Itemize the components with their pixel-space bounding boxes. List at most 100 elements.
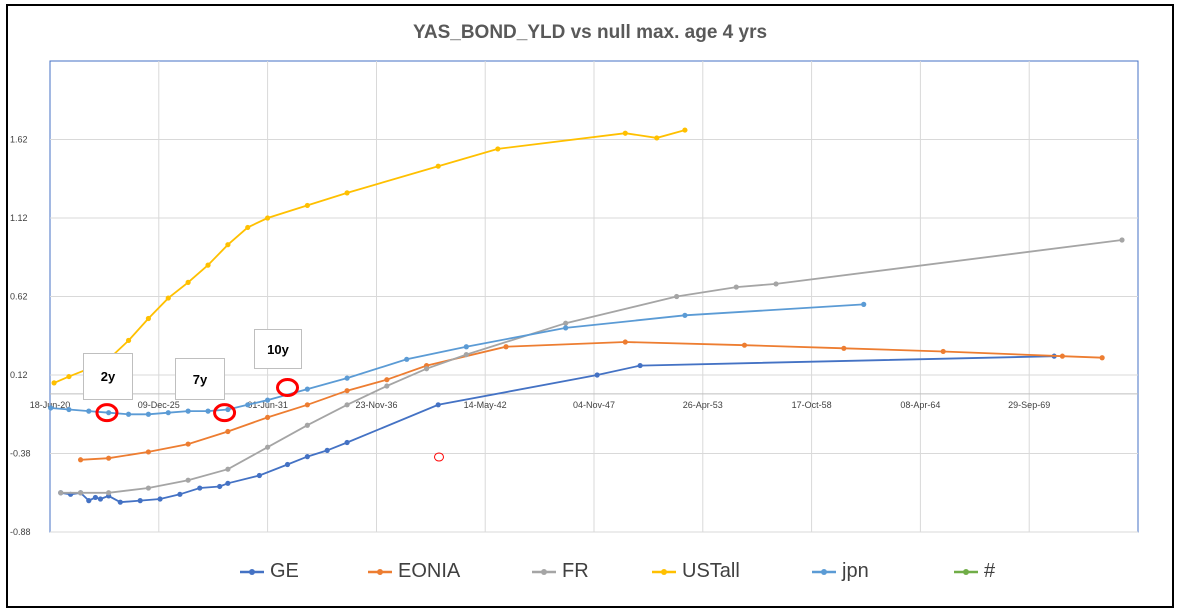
data-point <box>503 344 509 350</box>
data-point <box>563 320 569 326</box>
data-point <box>741 342 748 348</box>
data-point <box>637 362 643 369</box>
x-tick-label: 09-Dec-25 <box>138 400 180 410</box>
data-point <box>435 402 441 408</box>
highlight-circle <box>95 403 119 423</box>
data-point <box>265 444 271 450</box>
data-point <box>205 408 211 414</box>
data-point <box>225 428 231 435</box>
data-point <box>185 477 191 483</box>
data-point <box>225 406 231 413</box>
data-point <box>1099 355 1105 361</box>
data-point <box>86 408 92 414</box>
callout-label: 10y <box>267 341 289 357</box>
legend-marker-icon <box>240 568 264 575</box>
data-point <box>106 410 112 416</box>
legend-marker-icon <box>954 568 978 575</box>
series-line-jpn <box>50 303 864 416</box>
legend-item-hash: # <box>954 560 995 583</box>
chart-frame <box>6 4 1174 608</box>
data-point <box>205 262 211 268</box>
data-point <box>137 498 143 504</box>
legend-label: FR <box>562 560 589 582</box>
data-point <box>463 344 469 350</box>
data-point <box>145 449 152 455</box>
data-point <box>344 402 350 408</box>
legend-label: EONIA <box>398 560 461 582</box>
data-point <box>245 224 251 231</box>
data-point <box>265 414 271 420</box>
data-point <box>225 242 231 248</box>
data-point <box>622 339 628 345</box>
data-point <box>66 406 72 413</box>
chart-title: YAS_BOND_YLD vs null max. age 4 yrs <box>412 22 768 43</box>
data-point <box>773 281 779 287</box>
x-tick-label: 17-Oct-58 <box>792 400 832 410</box>
series-line-ustall <box>53 129 686 384</box>
data-point <box>674 293 680 300</box>
data-point <box>304 422 310 428</box>
data-point <box>384 377 390 383</box>
legend-item-fr: FR <box>532 560 589 583</box>
x-tick-label: 14-May-42 <box>464 400 507 410</box>
data-point <box>304 386 310 392</box>
callout-2y: 2y <box>83 353 133 400</box>
legend-item-ge: GE <box>240 560 299 583</box>
data-point <box>265 215 271 221</box>
data-point <box>344 439 350 446</box>
legend-label: jpn <box>842 560 869 582</box>
y-tick-label: -0.88 <box>10 527 31 537</box>
data-point <box>145 485 152 491</box>
legend-marker-icon <box>812 568 836 575</box>
data-point <box>177 491 183 497</box>
data-point <box>1119 237 1125 243</box>
data-point <box>225 466 231 472</box>
data-point <box>284 461 291 468</box>
data-point <box>1059 353 1065 359</box>
x-tick-label: 23-Nov-36 <box>355 400 397 410</box>
data-point <box>733 284 739 290</box>
data-point <box>165 410 171 416</box>
data-point <box>77 490 84 496</box>
data-point <box>344 388 350 394</box>
callout-label: 7y <box>192 371 208 387</box>
data-point <box>92 494 99 501</box>
data-point <box>145 411 152 417</box>
highlight-circle <box>276 378 300 398</box>
data-point <box>51 380 57 386</box>
data-point <box>106 490 112 496</box>
callout-10y: 10y <box>254 329 302 369</box>
data-point <box>106 455 112 461</box>
data-point <box>197 485 203 491</box>
data-point <box>86 498 92 504</box>
data-point <box>185 408 191 414</box>
data-point <box>384 383 390 389</box>
data-point <box>324 447 330 453</box>
data-point <box>622 130 628 136</box>
data-point <box>66 373 72 380</box>
legend-item-eonia: EONIA <box>368 560 460 583</box>
data-point <box>225 480 231 486</box>
data-point <box>245 402 251 408</box>
data-point <box>185 279 191 285</box>
legend-marker-icon <box>652 568 676 575</box>
data-point <box>304 454 310 460</box>
data-point <box>304 402 310 408</box>
highlight-circle <box>213 403 237 423</box>
data-point <box>125 411 132 417</box>
x-tick-label: 26-Apr-53 <box>683 400 723 410</box>
data-point <box>344 190 350 196</box>
data-point <box>145 315 152 322</box>
data-point <box>117 499 123 505</box>
data-point <box>58 490 64 496</box>
legend-marker-icon <box>532 568 556 575</box>
callout-7y: 7y <box>175 358 225 400</box>
x-tick-label: 08-Apr-64 <box>900 400 940 410</box>
y-tick-label: 0.12 <box>10 370 28 380</box>
data-point <box>682 127 688 133</box>
data-point <box>594 372 600 378</box>
data-point <box>861 301 867 307</box>
data-point <box>463 351 469 358</box>
y-tick-label: 1.62 <box>10 135 28 145</box>
x-tick-label: 18-Jun-20 <box>30 400 71 410</box>
